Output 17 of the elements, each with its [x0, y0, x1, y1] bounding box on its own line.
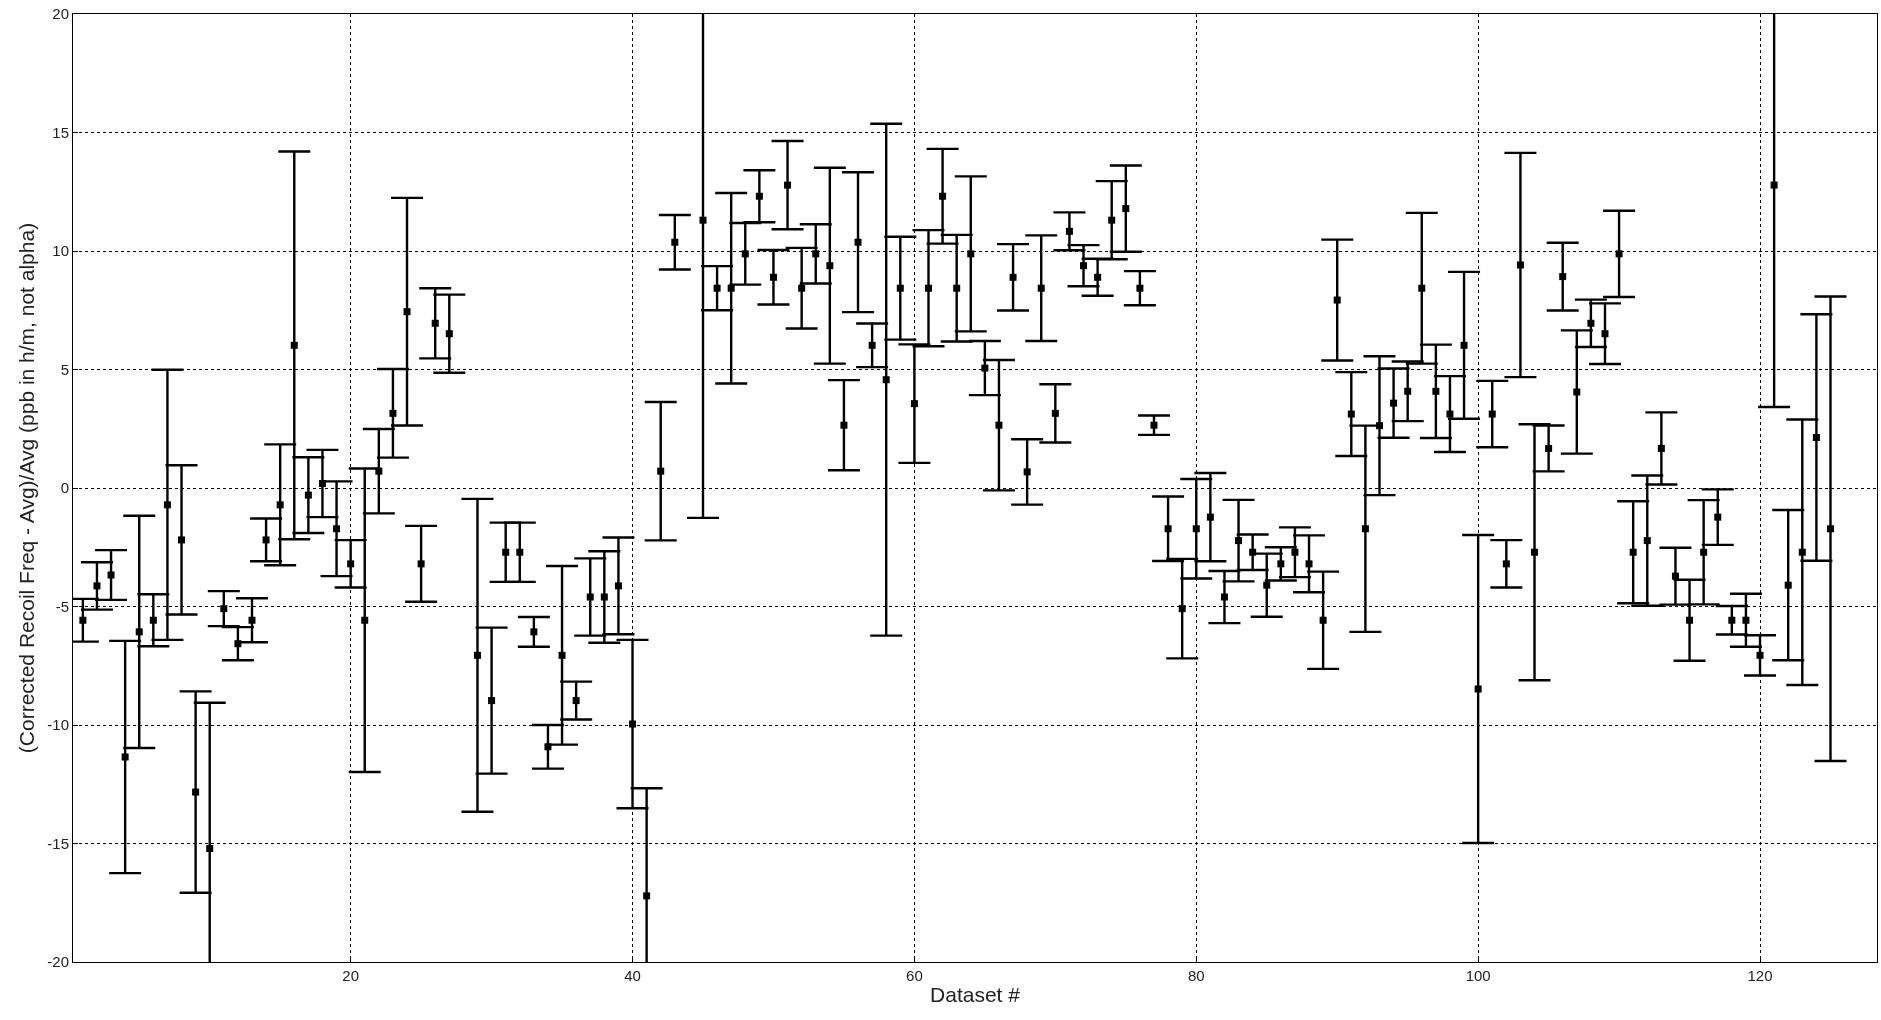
y-tick-label: 15 [52, 123, 69, 141]
y-tick-label: 5 [60, 360, 69, 378]
y-axis-title: (Corrected Recoil Freq - Avg)/Avg (ppb in h/m, not alpha) [15, 222, 39, 754]
y-tick-label: -20 [47, 953, 69, 971]
y-tick-label: 10 [52, 242, 69, 260]
y-tick-label: -15 [47, 834, 69, 852]
x-tick-label: 120 [1747, 967, 1773, 984]
x-tick-label: 40 [624, 967, 641, 984]
x-tick-label: 100 [1465, 967, 1491, 984]
x-tick-label: 60 [906, 967, 923, 984]
y-tick-label: -10 [47, 716, 69, 734]
x-tick-label: 20 [342, 967, 359, 984]
x-tick-label: 80 [1187, 967, 1205, 984]
x-axis-title: Dataset # [930, 983, 1021, 1007]
y-tick-label: -5 [55, 597, 69, 615]
y-tick-label: 20 [52, 5, 69, 23]
y-tick-label: 0 [60, 479, 69, 497]
